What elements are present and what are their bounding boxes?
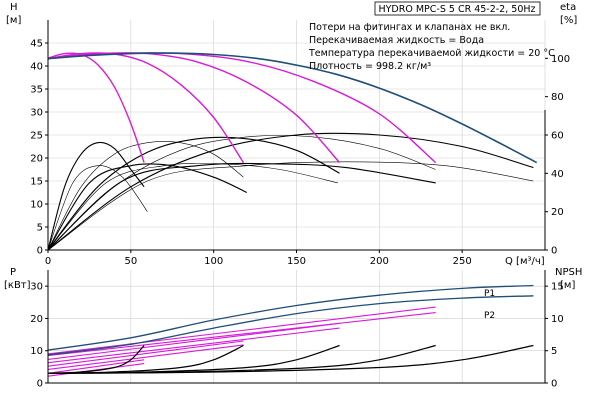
- x-axis-title-flow: Q [м³/ч]: [505, 256, 545, 267]
- tick-label: 100: [551, 54, 570, 65]
- power-partial-curve: [47, 322, 340, 360]
- npsh-curve: [47, 344, 534, 374]
- head-full-curve: [47, 52, 538, 164]
- efficiency-curve: [47, 162, 338, 251]
- tick-label: 0: [45, 256, 51, 267]
- efficiency-curve: [47, 141, 145, 251]
- power-partial-curve: [47, 327, 340, 364]
- tick-label: 20: [30, 314, 43, 325]
- tick-label: 10: [30, 346, 43, 357]
- tick-label: 80: [551, 92, 564, 103]
- tick-label: 0: [551, 246, 557, 257]
- info-box: Потери на фитингах и клапанах не вкл. Пе…: [308, 22, 555, 72]
- head-partial-curve: [47, 52, 145, 163]
- tick-label: 50: [124, 256, 137, 267]
- power-p2-curve: [47, 295, 534, 356]
- tick-label: 20: [551, 207, 564, 218]
- tick-label: 25: [30, 131, 43, 142]
- power-partial-curve: [47, 363, 145, 377]
- tick-label: 200: [370, 256, 389, 267]
- y-axis-title-npsh-unit: [м]: [560, 280, 575, 291]
- tick-label: 35: [30, 85, 43, 96]
- tick-label: 15: [30, 177, 43, 188]
- head-partial-curve: [47, 52, 245, 163]
- tick-label: 20: [30, 154, 43, 165]
- power-p1-curve: [47, 284, 534, 351]
- power-partial-curve: [47, 306, 436, 355]
- efficiency-curve: [47, 140, 244, 251]
- tick-label: 10: [30, 200, 43, 211]
- tick-label: 10: [551, 314, 564, 325]
- curve-layer: [47, 52, 538, 377]
- y-axis-title-head-symbol: H: [10, 2, 18, 13]
- tick-label: 45: [30, 39, 43, 50]
- power-partial-curve: [47, 340, 244, 367]
- tick-label: 15: [551, 282, 564, 293]
- info-line-fittings: Потери на фитингах и клапанах не вкл.: [309, 22, 510, 33]
- efficiency-curve: [47, 136, 340, 251]
- info-line-density: Плотность = 998.2 кг/м³: [309, 61, 431, 72]
- tick-label: 150: [287, 256, 306, 267]
- efficiency-curve: [47, 162, 436, 251]
- title-box: [374, 1, 541, 16]
- label-p2: P2: [484, 311, 495, 321]
- tick-label: 0: [37, 246, 43, 257]
- tick-label: 100: [204, 256, 223, 267]
- y-axis-title-npsh-symbol: NPSH: [555, 267, 582, 278]
- tick-label: 40: [30, 62, 43, 73]
- y-axis-title-power-unit: [кВт]: [4, 280, 31, 291]
- tick-label: 60: [551, 131, 564, 142]
- head-partial-curve: [47, 52, 341, 164]
- power-partial-curve: [47, 312, 436, 357]
- y-axis-title-eta-unit: [%]: [560, 15, 577, 26]
- tick-label: 250: [453, 256, 472, 267]
- efficiency-curve: [47, 165, 148, 251]
- power-partial-curve: [47, 344, 244, 370]
- label-p1: P1: [484, 289, 495, 299]
- power-partial-curve: [47, 359, 145, 374]
- tick-label: 5: [37, 223, 43, 234]
- tick-label: 5: [551, 346, 557, 357]
- chart-title: HYDRO MPC-S 5 CR 45-2-2, 50Hz: [378, 4, 535, 15]
- tick-label: 30: [30, 282, 43, 293]
- tick-label: 30: [30, 108, 43, 119]
- efficiency-curve: [47, 161, 534, 251]
- y-axis-title-head-unit: [м]: [6, 15, 21, 26]
- efficiency-curve: [47, 163, 248, 251]
- tick-label: 0: [37, 379, 43, 390]
- tick-label: 0: [551, 379, 557, 390]
- y-axis-title-eta-symbol: eta: [560, 2, 576, 13]
- info-line-temperature: Температура перекачиваемой жидкости = 20…: [308, 48, 555, 59]
- y-axis-title-power-symbol: P: [10, 267, 16, 278]
- tick-label: 40: [551, 169, 564, 180]
- info-line-liquid: Перекачиваемая жидкость = Вода: [309, 35, 484, 46]
